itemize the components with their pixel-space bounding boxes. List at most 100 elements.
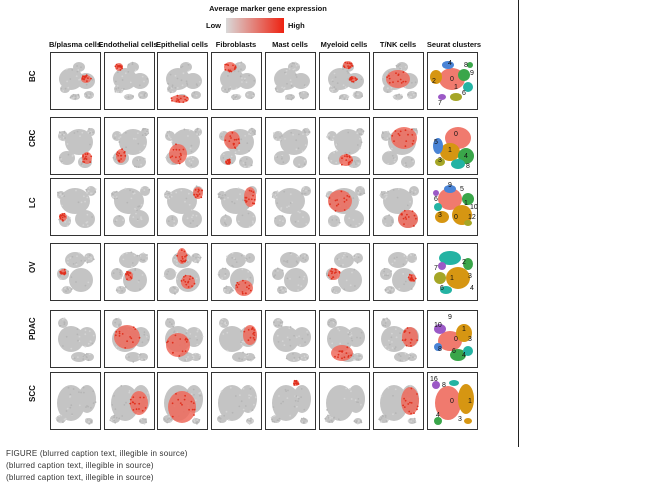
cell-point	[356, 358, 358, 361]
cell-point	[360, 403, 362, 406]
cell-point	[388, 339, 390, 342]
high-expression-point	[249, 289, 252, 292]
cell-point	[331, 319, 333, 322]
cluster-number-label: 4	[436, 412, 440, 419]
high-expression-point	[243, 330, 246, 333]
cell-cluster-blob	[238, 73, 256, 89]
cell-point	[132, 216, 135, 218]
high-expression-point	[170, 97, 173, 100]
cell-point	[121, 75, 124, 78]
cell-point	[86, 196, 89, 199]
cell-point	[62, 345, 64, 347]
cell-point	[196, 128, 199, 131]
high-expression-point	[403, 223, 405, 225]
cell-point	[327, 323, 330, 326]
cell-point	[69, 257, 72, 259]
cell-point	[173, 324, 175, 327]
cell-point	[357, 93, 359, 96]
cell-point	[234, 395, 237, 397]
cell-point	[289, 414, 291, 417]
cell-point	[388, 138, 391, 140]
cell-point	[333, 417, 335, 419]
high-expression-point	[200, 196, 203, 199]
seurat-cluster-blob	[467, 62, 473, 68]
cell-point	[350, 334, 353, 337]
cell-point	[72, 97, 74, 99]
cell-point	[308, 189, 310, 192]
cell-cluster-blob	[328, 215, 340, 227]
cell-point	[329, 337, 331, 340]
cell-point	[306, 133, 308, 136]
cell-point	[387, 291, 390, 294]
high-expression-point	[395, 72, 397, 75]
cell-point	[192, 214, 194, 217]
marker-expression-tsne-panel	[104, 117, 155, 175]
cell-point	[86, 192, 88, 194]
high-expression-point	[179, 402, 182, 404]
cell-cluster-blob	[347, 327, 365, 347]
cell-point	[242, 387, 245, 390]
legend-low-label: Low	[206, 21, 221, 30]
high-expression-point	[247, 329, 250, 331]
cell-point	[281, 157, 283, 160]
cell-point	[357, 162, 360, 165]
cell-point	[197, 261, 199, 264]
high-expression-point	[182, 279, 185, 281]
cell-point	[255, 396, 257, 399]
cell-point	[355, 91, 358, 93]
cell-point	[186, 84, 189, 86]
cell-point	[290, 65, 293, 68]
cell-point	[345, 97, 348, 100]
cell-point	[129, 81, 132, 84]
cell-point	[85, 95, 88, 97]
high-expression-point	[62, 272, 65, 274]
cell-point	[231, 200, 233, 203]
figure-right-border	[518, 0, 519, 447]
cell-point	[112, 156, 115, 159]
cell-cluster-blob	[131, 73, 149, 89]
cell-point	[66, 407, 69, 410]
cell-point	[226, 349, 229, 352]
cluster-number-label: 5	[434, 139, 438, 146]
high-expression-point	[244, 199, 246, 202]
seurat-cluster-blob	[438, 188, 462, 210]
cell-point	[356, 129, 359, 131]
cell-point	[253, 403, 255, 406]
high-expression-point	[186, 338, 189, 341]
cell-point	[411, 81, 413, 84]
cell-point	[173, 287, 176, 289]
cell-point	[77, 356, 79, 359]
cell-point	[76, 70, 79, 73]
cell-point	[408, 166, 410, 169]
cell-point	[406, 204, 409, 207]
cell-point	[225, 410, 228, 413]
cell-point	[293, 68, 296, 70]
cell-point	[62, 90, 65, 92]
high-expression-point	[181, 257, 184, 260]
cell-point	[392, 95, 395, 98]
cell-cluster-blob	[60, 188, 90, 214]
high-expression-point	[191, 277, 194, 280]
cell-point	[90, 256, 92, 259]
cell-point	[133, 192, 136, 195]
cluster-number-label: 8	[442, 382, 446, 389]
seurat-cluster-blob	[438, 262, 446, 270]
cell-point	[384, 197, 386, 200]
high-expression-point	[187, 286, 190, 288]
cell-point	[198, 357, 201, 360]
cell-point	[332, 289, 335, 291]
high-expression-point	[408, 410, 411, 413]
seurat-cluster-blob	[458, 69, 470, 81]
cell-point	[354, 161, 357, 164]
cell-point	[286, 336, 289, 339]
cell-point	[355, 94, 357, 97]
cell-point	[344, 252, 346, 254]
cell-point	[387, 150, 390, 153]
cell-point	[273, 132, 275, 135]
high-expression-point	[171, 402, 174, 405]
high-expression-point	[345, 159, 348, 161]
cell-point	[190, 161, 193, 164]
cell-point	[270, 416, 273, 419]
cell-point	[359, 193, 362, 195]
cell-point	[66, 287, 69, 289]
